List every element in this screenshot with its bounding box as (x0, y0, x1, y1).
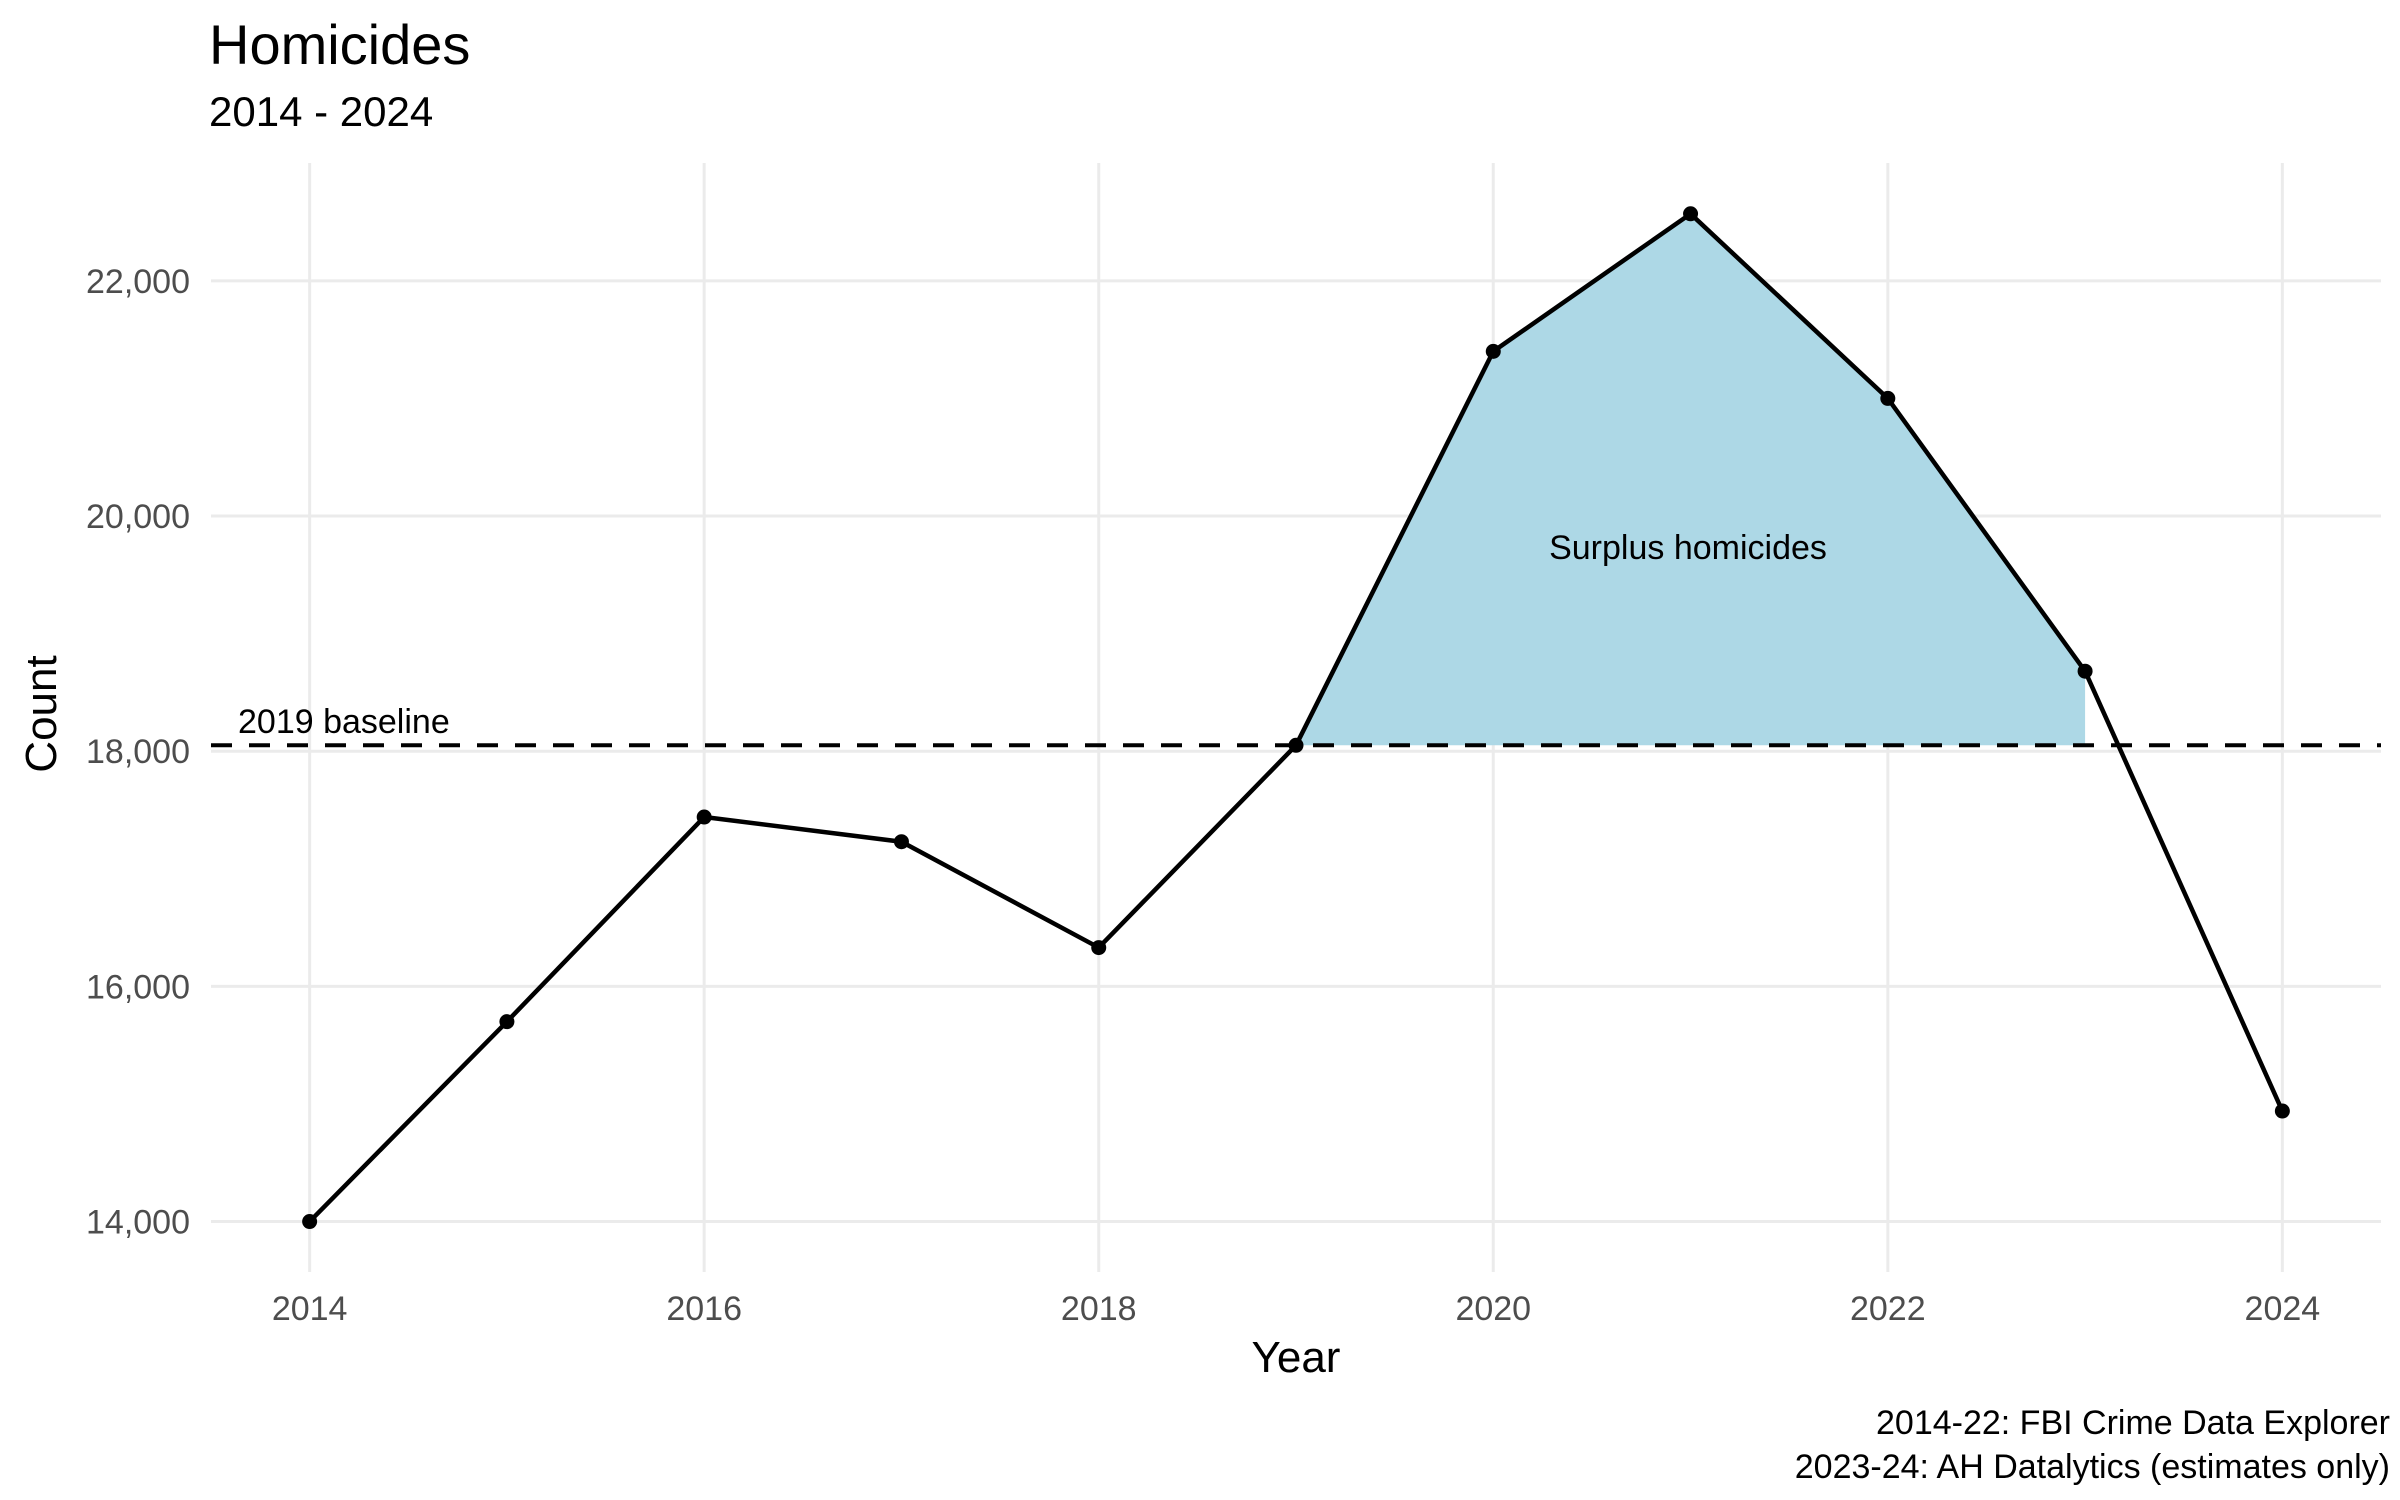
y-tick-label: 20,000 (86, 498, 190, 536)
x-tick-label: 2022 (1850, 1290, 1926, 1328)
x-tick-label: 2018 (1061, 1290, 1137, 1328)
chart-title: Homicides (209, 13, 470, 76)
x-tick-label: 2020 (1455, 1290, 1531, 1328)
x-tick-label: 2016 (666, 1290, 742, 1328)
data-point-2023 (2077, 663, 2093, 679)
y-tick-label: 14,000 (86, 1204, 190, 1242)
x-tick-label: 2024 (2245, 1290, 2321, 1328)
baseline-label: 2019 baseline (238, 703, 450, 741)
x-axis-tick-labels: 2014 2016 2018 2020 2022 2024 (272, 1290, 2320, 1328)
surplus-annotation: Surplus homicides (1549, 529, 1827, 567)
surplus-area (1296, 213, 2086, 746)
caption-line-2: 2023-24: AH Datalytics (estimates only) (1795, 1448, 2390, 1486)
data-point-2019 (1288, 737, 1304, 753)
caption-line-1: 2014-22: FBI Crime Data Explorer (1876, 1404, 2390, 1442)
y-tick-label: 18,000 (86, 733, 190, 771)
y-tick-label: 22,000 (86, 263, 190, 301)
y-axis-title: Count (17, 655, 66, 772)
x-tick-label: 2014 (272, 1290, 348, 1328)
data-points (302, 206, 2290, 1230)
y-axis-tick-labels: 14,000 16,000 18,000 20,000 22,000 (86, 263, 190, 1242)
data-point-2017 (893, 834, 909, 850)
gridlines (211, 163, 2381, 1272)
y-tick-label: 16,000 (86, 968, 190, 1006)
chart-subtitle: 2014 - 2024 (209, 88, 433, 135)
data-point-2016 (696, 809, 712, 825)
data-point-2014 (302, 1214, 318, 1230)
data-point-2022 (1880, 390, 1896, 406)
data-point-2021 (1683, 206, 1699, 222)
data-point-2015 (499, 1014, 515, 1030)
data-point-2018 (1091, 940, 1107, 956)
x-axis-title: Year (1252, 1333, 1341, 1382)
data-point-2024 (2274, 1103, 2290, 1119)
data-point-2020 (1485, 343, 1501, 359)
